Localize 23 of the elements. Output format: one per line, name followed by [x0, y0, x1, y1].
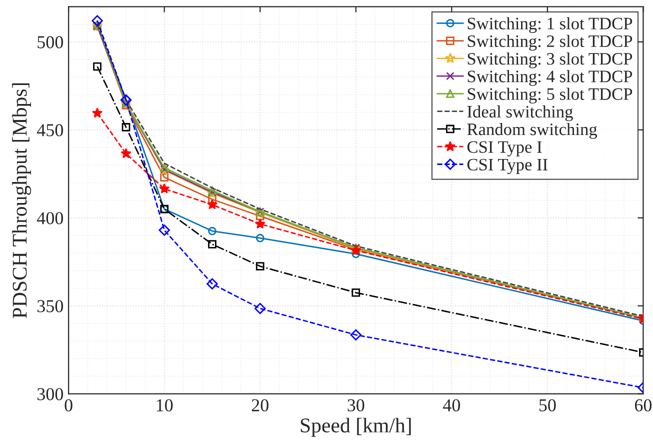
x-tick-label: 50 — [539, 399, 556, 412]
y-tick-label: 500 — [38, 36, 64, 48]
x-axis-title: Speed [km/h] — [300, 418, 411, 437]
x-tick-label: 0 — [64, 399, 72, 412]
y-tick-label: 450 — [36, 124, 64, 136]
legend-label: Switching: 5 slot TDCP — [468, 88, 632, 104]
legend-label: Random switching — [467, 123, 598, 139]
y-axis-title: PDSCH Throughput [Mbps] — [12, 83, 32, 318]
x-tick-label: 20 — [252, 399, 268, 412]
legend-label: Switching: 2 slot TDCP — [468, 34, 632, 51]
y-tick-label: 350 — [37, 300, 64, 312]
x-tick-label: 10 — [156, 399, 173, 412]
x-tick-label: 40 — [442, 399, 460, 412]
legend-label: Switching: 3 slot TDCP — [468, 52, 632, 68]
legend-label: Ideal switching — [467, 105, 573, 122]
legend-label: Switching: 4 slot TDCP — [468, 70, 632, 86]
y-tick-label: 300 — [37, 388, 64, 400]
legend-label: Switching: 1 slot TDCP — [468, 17, 632, 33]
x-tick-label: 60 — [634, 399, 652, 412]
x-tick-label: 30 — [348, 399, 364, 412]
legend-label: CSI Type II — [467, 158, 548, 174]
y-tick-label: 400 — [36, 212, 64, 224]
legend-label: CSI Type I — [467, 141, 542, 156]
